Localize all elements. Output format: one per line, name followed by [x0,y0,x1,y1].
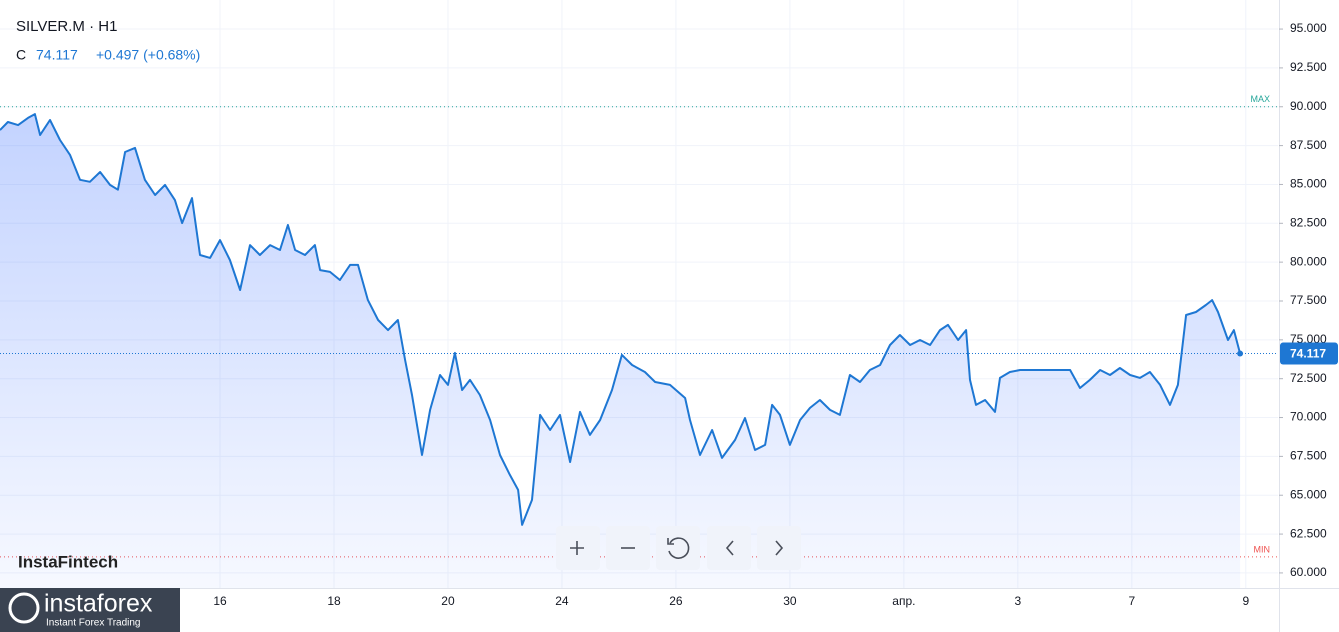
x-tick-label: 9 [1242,594,1249,608]
last-price-label: 74.117 [1290,347,1326,361]
x-tick-label: 24 [555,594,569,608]
watermark: InstaFintech [18,552,118,571]
y-tick-label: 77.500 [1290,293,1327,307]
logo-name: instaforex [44,590,153,618]
y-tick-label: 92.500 [1290,60,1327,74]
scroll-right-button[interactable] [757,526,801,570]
y-tick-label: 85.000 [1290,177,1327,191]
last-point [1237,350,1244,357]
y-tick-label: 62.500 [1290,526,1327,540]
price-line [0,113,1242,526]
x-tick-label: 16 [213,594,227,608]
y-tick-label: 82.500 [1290,215,1327,229]
reference-label: MIN [1254,544,1271,554]
x-tick-label: 30 [783,594,797,608]
zoom-in-button[interactable] [556,526,600,570]
y-tick-label: 75.000 [1290,332,1327,346]
scroll-left-button[interactable] [707,526,751,570]
reference-label: MAX [1250,94,1270,104]
close-label: C [16,47,26,63]
logo-icon [8,592,40,624]
x-tick-label: 7 [1128,594,1135,608]
last-price-tag [1280,342,1338,365]
x-tick-label: 26 [669,594,683,608]
y-tick-label: 90.000 [1290,99,1327,113]
y-tick-label: 65.000 [1290,487,1327,501]
x-tick-label: апр. [892,594,915,608]
x-tick-label: 20 [441,594,455,608]
x-tick-label: 18 [327,594,341,608]
logo-tagline: Instant Forex Trading [46,618,141,629]
area-fill [0,114,1241,588]
y-tick-label: 87.500 [1290,138,1327,152]
close-value: 74.117 [36,47,78,63]
y-tick-label: 72.500 [1290,371,1327,385]
y-tick-label: 80.000 [1290,254,1327,268]
symbol: SILVER.M · H1 [16,18,117,35]
y-tick-label: 60.000 [1290,565,1327,579]
zoom-out-button[interactable] [606,526,650,570]
reset-button[interactable] [656,526,700,570]
x-tick-label: 3 [1014,594,1021,608]
y-tick-label: 95.000 [1290,21,1327,35]
change: +0.497 (+0.68%) [96,47,200,63]
y-tick-label: 70.000 [1290,410,1327,424]
y-tick-label: 67.500 [1290,449,1327,463]
